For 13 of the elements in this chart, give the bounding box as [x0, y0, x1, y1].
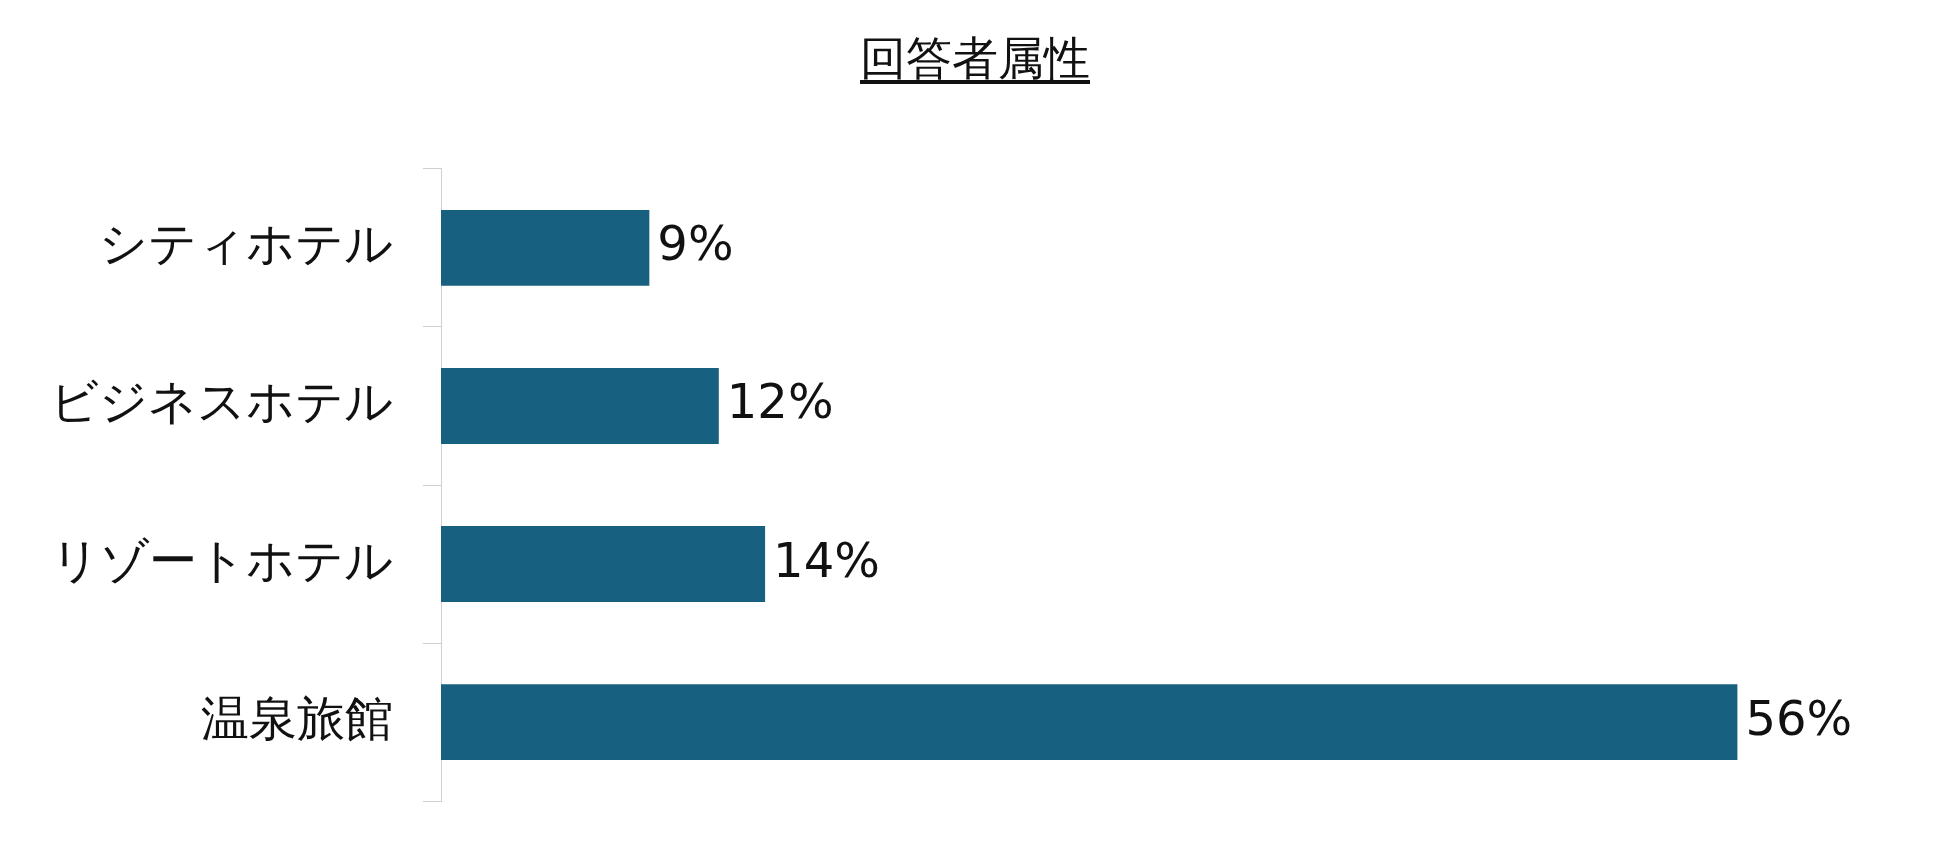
y-tick-label: リゾートホテル	[51, 531, 393, 588]
bar	[441, 368, 719, 444]
data-label: 9%	[657, 215, 734, 272]
y-tick-label: シティホテル	[99, 215, 393, 272]
bar	[441, 684, 1738, 761]
bar	[441, 526, 766, 602]
data-label: 12%	[726, 373, 834, 430]
y-tick-label: ビジネスホテル	[50, 373, 393, 430]
y-tick-label: 温泉旅館	[201, 689, 393, 746]
bar	[441, 209, 650, 286]
data-label: 56%	[1745, 689, 1853, 746]
data-label: 14%	[773, 531, 880, 588]
chart-title: 回答者属性	[859, 30, 1091, 87]
